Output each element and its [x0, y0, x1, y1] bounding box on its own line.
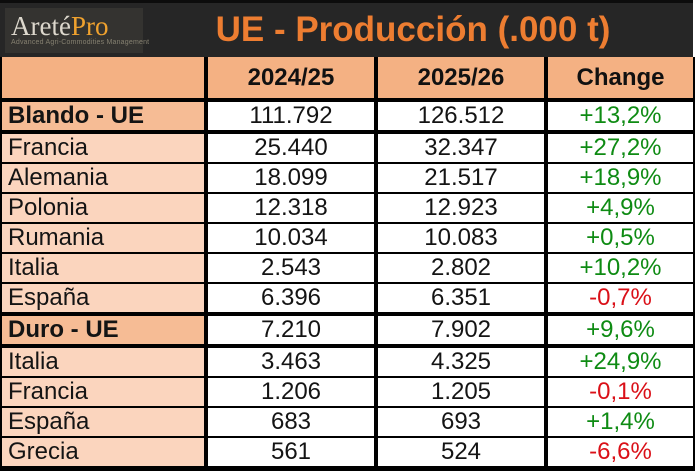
value-2024-25: 683 — [204, 406, 376, 437]
value-2025-26: 1.205 — [374, 376, 546, 407]
value-2025-26: 6.351 — [374, 282, 546, 314]
row-label: Rumania — [1, 222, 206, 253]
change-value: +9,6% — [544, 312, 694, 348]
value-2024-25: 12.318 — [204, 192, 376, 223]
table-row: Francia 25.440 32.347 +27,2% — [1, 131, 694, 163]
logo-brand-accent: Pro — [70, 11, 109, 41]
value-2025-26: 126.512 — [374, 98, 546, 134]
row-label: Blando - UE — [1, 98, 206, 134]
row-label: Alemania — [1, 162, 206, 193]
change-value: +24,9% — [544, 345, 694, 377]
change-value: +10,2% — [544, 252, 694, 283]
value-2024-25: 6.396 — [204, 282, 376, 314]
table-row: Duro - UE 7.210 7.902 +9,6% — [1, 312, 694, 348]
table-row: Polonia 12.318 12.923 +4,9% — [1, 192, 694, 223]
value-2025-26: 21.517 — [374, 162, 546, 193]
row-label: Francia — [1, 131, 206, 163]
value-2024-25: 561 — [204, 436, 376, 469]
arete-pro-logo: AretéPro Advanced Agri-Commodities Manag… — [5, 7, 150, 53]
table-row: Italia 3.463 4.325 +24,9% — [1, 345, 694, 377]
value-2025-26: 12.923 — [374, 192, 546, 223]
row-label: España — [1, 406, 206, 437]
change-value: +0,5% — [544, 222, 694, 253]
value-2025-26: 693 — [374, 406, 546, 437]
change-value: -6,6% — [544, 436, 694, 469]
value-2025-26: 10.083 — [374, 222, 546, 253]
value-2024-25: 18.099 — [204, 162, 376, 193]
column-header-2025-26: 2025/26 — [374, 57, 546, 102]
change-value: -0,1% — [544, 376, 694, 407]
column-header-2024-25: 2024/25 — [204, 57, 376, 102]
value-2025-26: 32.347 — [374, 131, 546, 163]
title-band: AretéPro Advanced Agri-Commodities Manag… — [0, 0, 693, 57]
table-row: Grecia 561 524 -6,6% — [1, 436, 694, 469]
value-2024-25: 3.463 — [204, 345, 376, 377]
row-label: Italia — [1, 345, 206, 377]
value-2024-25: 2.543 — [204, 252, 376, 283]
change-value: +4,9% — [544, 192, 694, 223]
row-label: Francia — [1, 376, 206, 407]
value-2025-26: 4.325 — [374, 345, 546, 377]
value-2024-25: 10.034 — [204, 222, 376, 253]
value-2025-26: 524 — [374, 436, 546, 469]
table-row: Blando - UE 111.792 126.512 +13,2% — [1, 98, 694, 134]
value-2024-25: 111.792 — [204, 98, 376, 134]
row-label: Italia — [1, 252, 206, 283]
page-title: UE - Producción (.000 t) — [215, 10, 611, 49]
row-label: Duro - UE — [1, 312, 206, 348]
change-value: -0,7% — [544, 282, 694, 314]
value-2024-25: 7.210 — [204, 312, 376, 348]
column-header-row: 2024/25 2025/26 Change — [1, 57, 694, 102]
logo-tagline: Advanced Agri-Commodities Management — [11, 39, 150, 46]
row-label: Grecia — [1, 436, 206, 469]
table-row: España 683 693 +1,4% — [1, 406, 694, 437]
value-2024-25: 25.440 — [204, 131, 376, 163]
logo-wordmark: AretéPro — [11, 11, 143, 41]
change-value: +1,4% — [544, 406, 694, 437]
row-label: España — [1, 282, 206, 314]
table-row: España 6.396 6.351 -0,7% — [1, 282, 694, 314]
change-value: +13,2% — [544, 98, 694, 134]
table-row: Alemania 18.099 21.517 +18,9% — [1, 162, 694, 193]
value-2024-25: 1.206 — [204, 376, 376, 407]
production-table: 2024/25 2025/26 Change Blando - UE 111.7… — [0, 57, 695, 471]
logo-brand-main: Areté — [11, 11, 71, 41]
value-2025-26: 2.802 — [374, 252, 546, 283]
table-row: Francia 1.206 1.205 -0,1% — [1, 376, 694, 407]
table-row: Italia 2.543 2.802 +10,2% — [1, 252, 694, 283]
change-value: +18,9% — [544, 162, 694, 193]
change-value: +27,2% — [544, 131, 694, 163]
column-header-blank — [1, 57, 206, 102]
column-header-change: Change — [544, 57, 694, 102]
row-label: Polonia — [1, 192, 206, 223]
value-2025-26: 7.902 — [374, 312, 546, 348]
table-row: Rumania 10.034 10.083 +0,5% — [1, 222, 694, 253]
